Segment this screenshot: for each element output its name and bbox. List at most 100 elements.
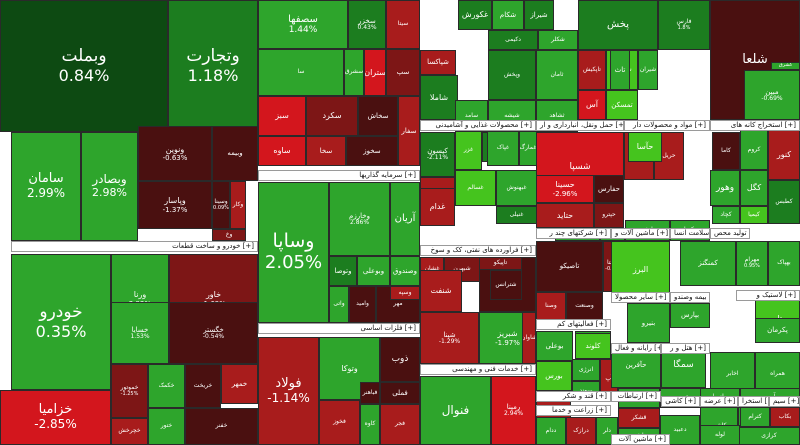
sector-header[interactable]: هتل و ر [+] [661, 343, 710, 354]
stock-tile-31[interactable]: سکرد [306, 96, 358, 136]
sector-header[interactable]: استخراج کانه های [+] [710, 120, 800, 131]
stock-tile-45[interactable]: واتی [329, 286, 349, 323]
stock-tile-142[interactable]: درازک [566, 417, 596, 445]
stock-tile-109[interactable]: وهور [710, 170, 740, 206]
stock-tile-66[interactable]: شپاکسا [420, 50, 456, 75]
stock-tile-101[interactable]: تاپکیش [578, 50, 606, 90]
stock-tile-132[interactable]: پکرمان [755, 318, 800, 343]
stock-tile-64[interactable]: شیراز [524, 0, 554, 30]
sector-header[interactable]: محصولات غذایی و آشامیدنی [+] [420, 120, 536, 131]
stock-tile-29[interactable]: سپ [386, 49, 420, 96]
stock-tile-6[interactable]: وپاسار -1.37% [138, 181, 212, 229]
sector-header[interactable]: سایر محصولا [+] [611, 292, 670, 303]
stock-tile-113[interactable]: کروم [740, 130, 768, 170]
sector-header[interactable]: ارتباطات [+] [611, 391, 661, 402]
stock-tile-15[interactable]: خزامیا -2.85% [0, 390, 111, 445]
stock-tile-114[interactable]: کیمیا [740, 206, 768, 224]
stock-tile-91[interactable]: حفارس [594, 175, 624, 203]
stock-tile-44[interactable]: وصندوق [390, 256, 420, 286]
stock-tile-141[interactable]: ددام [536, 417, 566, 445]
stock-tile-98[interactable]: فارس 1.8% [658, 0, 710, 50]
stock-tile-60[interactable]: کیسون -2.11% [420, 132, 455, 177]
stock-tile-63[interactable]: شکام [492, 0, 524, 30]
stock-tile-150[interactable]: لوله [700, 425, 740, 445]
sector-header[interactable]: استخرا [+] [738, 396, 769, 407]
stock-tile-69[interactable]: غدام [420, 188, 455, 226]
sector-header[interactable]: شرکتهای چند ر [+] [536, 228, 611, 239]
stock-tile-110[interactable]: کگل [740, 170, 768, 206]
stock-tile-21[interactable]: ختور [148, 408, 185, 445]
stock-tile-52[interactable]: فملی [380, 382, 420, 404]
stock-tile-56[interactable]: فجر [380, 404, 420, 445]
stock-tile-24[interactable]: سخزر 0.43% [348, 0, 386, 49]
sector-header[interactable]: مواد و محصولات دار [+] [624, 120, 710, 131]
sector-header[interactable]: بیمه وصندو [+] [670, 292, 710, 303]
stock-tile-46[interactable]: وامید [349, 286, 376, 323]
stock-tile-28[interactable]: ستران [364, 49, 386, 96]
stock-tile-108[interactable]: مبین -0.69% [744, 70, 800, 120]
sector-header[interactable]: ماشین آلات [+] [611, 434, 670, 445]
stock-tile-122[interactable]: بورس [536, 361, 572, 391]
stock-tile-41[interactable]: آریان [390, 182, 420, 256]
sector-header[interactable]: لاستیک و [+] [736, 290, 800, 301]
sector-header[interactable]: سرمایه گذاریها [+] [258, 170, 420, 181]
stock-tile-59[interactable]: رمپنا 2.94% [491, 376, 536, 445]
stock-tile-106[interactable]: تاث [610, 50, 630, 90]
stock-tile-115[interactable]: کطبس [768, 180, 800, 224]
stock-tile-23[interactable]: سصفها 1.44% [258, 0, 348, 49]
sector-header[interactable]: سیم [+] [769, 396, 800, 407]
stock-tile-20[interactable]: خچرخش [111, 418, 148, 445]
stock-tile-83[interactable]: شترانس [490, 270, 522, 300]
stock-tile-159[interactable]: دکیمی [488, 30, 538, 50]
stock-tile-84[interactable]: تاپیکو [479, 257, 522, 270]
stock-tile-30[interactable]: سبز [258, 96, 306, 136]
stock-tile-40[interactable]: وخارزم 2.86% [329, 182, 390, 256]
stock-tile-149[interactable]: بکاب [770, 407, 800, 427]
stock-tile-35[interactable]: سخوز [346, 136, 398, 166]
stock-tile-87[interactable]: وصنا [536, 292, 566, 320]
sector-header[interactable]: رایانه و فعال [+] [611, 343, 661, 354]
stock-tile-163[interactable]: وپخش [488, 50, 536, 100]
stock-tile-118[interactable]: مهرام 0.95% [736, 241, 768, 286]
stock-tile-82[interactable]: شاوان [522, 312, 536, 364]
sector-header[interactable]: کاشی [+] [661, 396, 700, 407]
stock-tile-137[interactable]: قشکر [618, 408, 660, 428]
stock-tile-79[interactable]: شپنا -1.29% [420, 312, 479, 364]
sector-header[interactable]: حمل ونقل، انبارداری و ار [+] [536, 120, 624, 131]
stock-tile-9[interactable]: وخ [212, 229, 246, 241]
stock-tile-78[interactable]: شنفت [420, 270, 462, 312]
stock-tile-26[interactable]: سا [258, 49, 344, 96]
stock-tile-34[interactable]: سخا [306, 136, 346, 166]
stock-tile-93[interactable]: حپترو [594, 203, 624, 228]
stock-tile-49[interactable]: فولاد -1.14% [258, 337, 319, 445]
stock-tile-0[interactable]: وبملت 0.84% [0, 0, 168, 132]
stock-tile-96[interactable]: حآسا [628, 132, 662, 162]
sector-header[interactable]: عرضه [+] [700, 396, 738, 407]
stock-tile-2[interactable]: سامان 2.99% [11, 132, 81, 241]
stock-tile-3[interactable]: وبصادر 2.98% [81, 132, 138, 241]
stock-tile-10[interactable]: خودرو 0.35% [11, 254, 111, 390]
stock-tile-1[interactable]: وتجارت 1.18% [168, 0, 258, 132]
stock-tile-123[interactable]: انرژی [572, 359, 600, 381]
stock-tile-112[interactable]: کنور [768, 130, 800, 180]
stock-tile-129[interactable]: بپارس [670, 303, 710, 328]
stock-tile-13[interactable]: خسایا 1.53% [111, 302, 169, 364]
stock-tile-148[interactable]: کترام [740, 407, 770, 427]
stock-tile-65[interactable]: شاملا [420, 75, 458, 120]
stock-tile-22[interactable]: خفنر [185, 408, 258, 445]
sector-header[interactable]: قند و شکر [+] [536, 391, 611, 402]
stock-tile-70[interactable]: غزر [455, 130, 482, 170]
stock-tile-147[interactable]: کرازی [738, 427, 800, 445]
sector-header[interactable]: ماشین آلات و [+] [611, 228, 670, 239]
stock-tile-74[interactable]: غبهنوش [496, 170, 537, 206]
stock-tile-127[interactable]: کلوند [575, 333, 611, 359]
stock-tile-116[interactable]: کاما [712, 132, 740, 170]
stock-tile-50[interactable]: ذوب [380, 337, 420, 382]
stock-tile-97[interactable]: پخش [578, 0, 658, 50]
sector-header[interactable]: تولید محص [+] [710, 228, 750, 239]
stock-tile-119[interactable]: بهپاک [768, 241, 800, 286]
stock-tile-33[interactable]: ساوه [258, 136, 306, 166]
stock-tile-36[interactable]: سفار [398, 96, 420, 166]
stock-tile-111[interactable]: کچاد [712, 206, 740, 224]
stock-tile-58[interactable]: فنوال [420, 376, 491, 445]
